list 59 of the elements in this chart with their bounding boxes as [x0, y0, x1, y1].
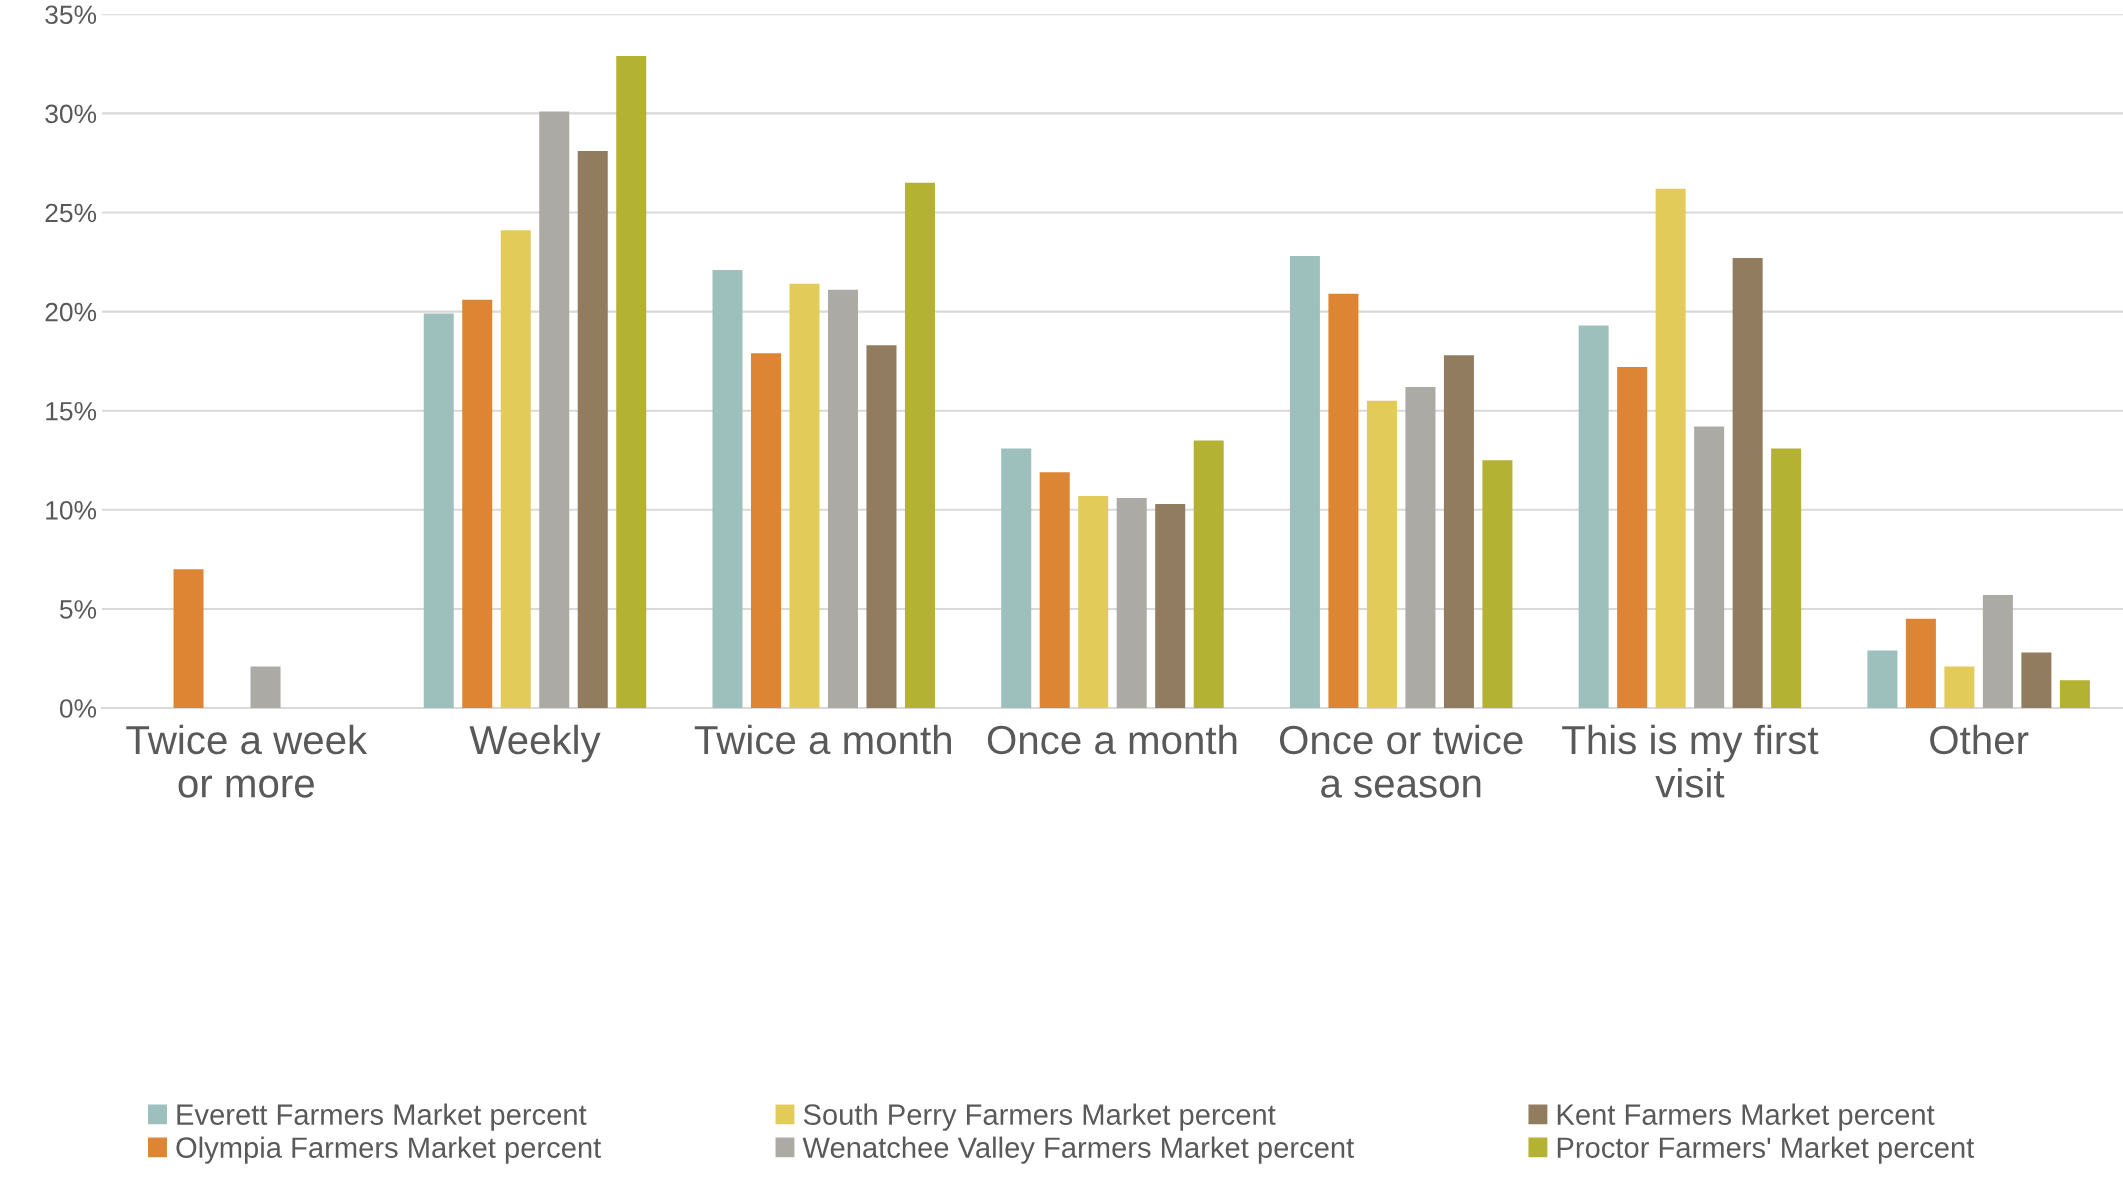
- bar: [750, 353, 781, 709]
- bar: [904, 182, 935, 709]
- bar: [250, 666, 281, 709]
- x-tick-label: Once a month: [987, 724, 1237, 755]
- bar: [1944, 666, 1975, 709]
- y-tick-label: 10%: [46, 500, 97, 520]
- bar: [1771, 448, 1802, 709]
- bar: [173, 569, 204, 709]
- bar: [1655, 188, 1686, 709]
- bar: [1443, 355, 1474, 709]
- bar: [1905, 618, 1936, 709]
- bar: [1289, 256, 1320, 709]
- y-tick-label: 35%: [45, 5, 97, 25]
- bar: [1155, 503, 1186, 709]
- bar: [2021, 652, 2052, 709]
- legend-label: Wenatchee Valley Farmers Market percent: [802, 1136, 1354, 1164]
- bar: [827, 289, 858, 709]
- legend-label: Kent Farmers Market percent: [1557, 1103, 1935, 1131]
- y-tick-label: 20%: [45, 302, 97, 322]
- x-tick-label: Twice a week or more: [126, 724, 368, 798]
- bar: [1001, 448, 1032, 709]
- x-tick-label: Weekly: [469, 724, 601, 763]
- bar: [1193, 440, 1224, 709]
- bar: [1482, 460, 1513, 709]
- bar: [1078, 495, 1109, 709]
- bar: [712, 269, 743, 709]
- bar: [1405, 386, 1436, 709]
- bar: [1328, 293, 1359, 709]
- bar: [1039, 472, 1070, 709]
- bar: [1732, 258, 1763, 709]
- legend-label: Everett Farmers Market percent: [177, 1103, 587, 1131]
- legend-label: South Perry Farmers Market percent: [803, 1103, 1276, 1131]
- x-tick-label: This is my first visit: [1562, 724, 1819, 798]
- x-tick-label: Once or twice a season: [1279, 724, 1523, 798]
- y-tick-label: 25%: [45, 203, 97, 223]
- bar: [1366, 400, 1397, 709]
- bar: [1578, 325, 1609, 709]
- bar: [1116, 497, 1147, 709]
- y-tick-label: 0%: [59, 699, 97, 718]
- bar: [1694, 426, 1725, 709]
- y-tick-label: 15%: [46, 401, 97, 421]
- y-tick-label: 5%: [59, 600, 97, 619]
- legend-label: Proctor Farmers' Market percent: [1557, 1136, 1975, 1164]
- bar: [577, 151, 608, 709]
- legend-label: Olympia Farmers Market percent: [176, 1136, 602, 1164]
- x-tick-label: Twice a month: [694, 724, 951, 755]
- bar: [866, 345, 897, 709]
- bar: [423, 313, 454, 709]
- bar: [462, 299, 493, 709]
- bar: [1617, 367, 1648, 709]
- bar: [1867, 650, 1898, 709]
- bar: [500, 230, 531, 709]
- bar: [539, 111, 570, 709]
- bar: [789, 283, 820, 709]
- bar: [2059, 680, 2090, 709]
- x-tick-label: Other: [1930, 724, 2029, 755]
- y-tick-label: 30%: [45, 104, 97, 124]
- bar: [1982, 595, 2013, 709]
- bar: [616, 55, 647, 709]
